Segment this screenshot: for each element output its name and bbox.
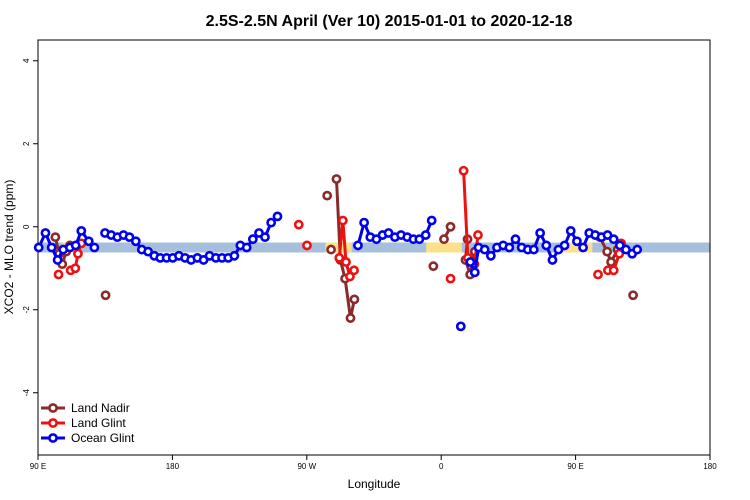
data-point [260, 232, 270, 243]
data-point [547, 255, 558, 265]
data-point [337, 215, 348, 226]
data-point [334, 252, 345, 263]
legend-label: Land Nadir [71, 401, 130, 415]
data-point [46, 242, 57, 253]
data-point [455, 321, 466, 332]
data-point [293, 219, 304, 230]
data-point [473, 230, 483, 240]
data-point [420, 230, 431, 240]
y-tick-label: 0 [22, 224, 31, 229]
legend-label: Land Glint [71, 416, 126, 430]
data-point [572, 236, 582, 247]
data-point [70, 240, 81, 251]
data-point [331, 174, 342, 184]
data-point [510, 234, 521, 245]
data-point [124, 232, 135, 243]
data-point [272, 211, 283, 222]
data-point [70, 263, 81, 274]
data-point [349, 265, 359, 276]
data-point [504, 242, 515, 253]
data-point [73, 248, 83, 259]
data-point [485, 250, 496, 261]
data-point [458, 165, 469, 176]
data-point [535, 228, 546, 238]
data-point [632, 244, 643, 255]
data-point [426, 215, 437, 226]
y-tick-label: 4 [22, 58, 31, 63]
y-axis-label: XCO2 - MLO trend (ppm) [2, 180, 16, 315]
x-axis-ticks: 90 E 180 90 W 0 90 E 180 [30, 455, 717, 471]
data-point [89, 242, 100, 253]
highlight-band-2 [426, 242, 462, 253]
data-point [445, 221, 456, 232]
data-point [602, 246, 613, 257]
data-point [383, 228, 394, 238]
data-point [578, 242, 588, 253]
legend-marker [48, 433, 58, 443]
data-point [53, 269, 64, 280]
x-tick-label: 180 [166, 462, 180, 471]
data-point [345, 313, 356, 323]
highlight-band-3 [560, 242, 593, 253]
legend-label: Ocean Glint [71, 431, 135, 445]
data-point [428, 261, 439, 272]
data-point [130, 236, 141, 247]
data-point [322, 190, 333, 201]
x-axis-label: Longitude [348, 477, 401, 491]
data-point [341, 257, 351, 267]
x-tick-label: 180 [703, 462, 717, 471]
y-axis-ticks: -4 -2 0 2 4 [22, 58, 38, 396]
reference-band [38, 242, 710, 253]
x-tick-label: 90 E [30, 462, 46, 471]
data-point [40, 228, 51, 238]
legend-marker [48, 403, 58, 413]
data-point [76, 225, 87, 236]
data-point [241, 242, 252, 253]
data-point [266, 217, 277, 228]
data-point [83, 236, 94, 247]
data-point [359, 217, 370, 228]
legend-item: Land Glint [41, 416, 126, 430]
x-tick-label: 0 [439, 462, 444, 471]
data-point [247, 234, 258, 245]
data-point [302, 240, 312, 251]
data-point [541, 240, 552, 251]
data-point [559, 240, 570, 251]
x-tick-label: 90 E [567, 462, 583, 471]
data-point [50, 232, 61, 243]
y-tick-label: 2 [22, 141, 31, 146]
legend-item: Ocean Glint [41, 431, 135, 445]
data-point [353, 240, 363, 251]
x-tick-label: 90 W [297, 462, 316, 471]
data-point [469, 267, 480, 278]
data-point [52, 255, 63, 265]
data-point [565, 225, 576, 236]
chart-title: 2.5S-2.5N April (Ver 10) 2015-01-01 to 2… [206, 13, 573, 30]
data-point [608, 234, 619, 245]
y-tick-label: -2 [22, 306, 31, 314]
series-layer [33, 165, 643, 332]
data-point [628, 290, 638, 301]
data-point [100, 290, 111, 301]
data-point [479, 244, 490, 255]
data-point [326, 244, 336, 255]
data-point [349, 294, 360, 305]
legend-item: Land Nadir [41, 401, 130, 415]
series-ocean-glint [33, 211, 643, 332]
data-point [445, 273, 456, 284]
data-point [608, 265, 619, 276]
data-point [439, 234, 449, 245]
data-point [528, 244, 539, 255]
data-point [593, 269, 603, 280]
data-point [229, 250, 240, 261]
data-point [465, 257, 476, 267]
data-point [414, 234, 425, 245]
data-point [33, 242, 44, 253]
y-tick-label: -4 [22, 389, 31, 397]
legend-marker [48, 418, 58, 428]
data-point [606, 257, 616, 267]
